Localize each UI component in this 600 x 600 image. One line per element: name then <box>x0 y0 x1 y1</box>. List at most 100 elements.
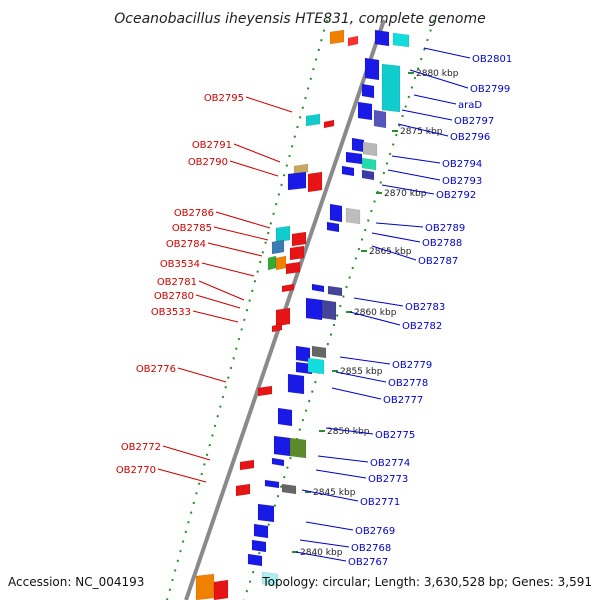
reverse-gene-block[interactable] <box>287 171 307 191</box>
forward-gene-label[interactable]: OB2788 <box>422 238 462 249</box>
reverse-gene-block[interactable] <box>307 171 323 193</box>
forward-gene-block[interactable] <box>329 203 343 223</box>
reverse-gene-label[interactable]: OB2790 <box>188 157 228 168</box>
forward-gene-block[interactable] <box>253 523 269 539</box>
reverse-gene-block[interactable] <box>293 163 309 175</box>
forward-gene-block[interactable] <box>321 299 337 321</box>
forward-gene-label[interactable]: OB2789 <box>425 223 465 234</box>
reverse-gene-block[interactable] <box>213 579 229 600</box>
forward-gene-block[interactable] <box>381 63 401 113</box>
forward-gene-label[interactable]: OB2779 <box>392 360 432 371</box>
reverse-gene-block[interactable] <box>275 307 291 327</box>
forward-gene-block[interactable] <box>326 221 340 233</box>
reverse-gene-label[interactable]: OB2784 <box>166 239 206 250</box>
forward-gene-block[interactable] <box>247 553 263 567</box>
reverse-gene-block[interactable] <box>195 573 215 600</box>
reverse-gene-label[interactable]: OB2781 <box>157 277 197 288</box>
forward-gene-label[interactable]: OB2767 <box>348 557 388 568</box>
forward-gene-block[interactable] <box>271 457 285 467</box>
reverse-gene-label[interactable]: OB3533 <box>151 307 191 318</box>
reverse-gene-block[interactable] <box>271 239 285 255</box>
forward-label-leader <box>299 539 350 548</box>
reverse-label-leader <box>207 242 263 257</box>
reverse-gene-label[interactable]: OB2770 <box>116 465 156 476</box>
forward-gene-label[interactable]: OB2778 <box>388 378 428 389</box>
forward-gene-block[interactable] <box>345 151 363 165</box>
reverse-gene-label[interactable]: OB3534 <box>160 259 200 270</box>
forward-gene-label[interactable]: OB2787 <box>418 256 458 267</box>
forward-gene-label[interactable]: OB2769 <box>355 526 395 537</box>
reverse-gene-block[interactable] <box>285 261 301 275</box>
forward-label-leader <box>295 551 347 562</box>
forward-gene-block[interactable] <box>392 32 410 48</box>
forward-gene-block[interactable] <box>345 207 361 225</box>
reverse-label-leader <box>215 211 271 229</box>
reverse-gene-label[interactable]: OB2786 <box>174 208 214 219</box>
forward-gene-label[interactable]: OB2796 <box>450 132 490 143</box>
forward-gene-label[interactable]: OB2782 <box>402 321 442 332</box>
forward-gene-block[interactable] <box>289 437 307 459</box>
forward-gene-block[interactable] <box>251 539 267 553</box>
forward-gene-label[interactable]: OB2771 <box>360 497 400 508</box>
forward-gene-block[interactable] <box>361 169 375 181</box>
reverse-gene-block[interactable] <box>291 231 307 247</box>
forward-label-leader <box>375 222 424 228</box>
reverse-gene-block[interactable] <box>275 255 287 271</box>
reverse-gene-label[interactable]: OB2785 <box>172 223 212 234</box>
forward-gene-label[interactable]: OB2768 <box>351 543 391 554</box>
reverse-gene-block[interactable] <box>323 119 335 129</box>
forward-gene-label[interactable]: OB2794 <box>442 159 482 170</box>
forward-gene-block[interactable] <box>364 57 380 81</box>
forward-gene-label[interactable]: OB2792 <box>436 190 476 201</box>
reverse-gene-block[interactable] <box>257 385 273 397</box>
forward-gene-block[interactable] <box>305 297 323 321</box>
forward-gene-block[interactable] <box>341 165 355 177</box>
forward-gene-label[interactable]: OB2775 <box>375 430 415 441</box>
forward-gene-block[interactable] <box>273 435 291 457</box>
reverse-gene-block[interactable] <box>267 255 277 271</box>
forward-gene-block[interactable] <box>357 101 373 121</box>
reverse-gene-block[interactable] <box>347 35 359 47</box>
reverse-gene-label[interactable]: OB2795 <box>204 93 244 104</box>
forward-gene-block[interactable] <box>307 357 325 375</box>
forward-gene-label[interactable]: OB2797 <box>454 116 494 127</box>
forward-gene-block[interactable] <box>361 157 377 171</box>
reverse-gene-label[interactable]: OB2776 <box>136 364 176 375</box>
forward-gene-block[interactable] <box>362 141 378 157</box>
forward-gene-label[interactable]: OB2774 <box>370 458 410 469</box>
forward-gene-block[interactable] <box>281 483 297 495</box>
forward-label-leader <box>335 371 387 383</box>
reverse-gene-block[interactable] <box>281 283 295 293</box>
forward-gene-block[interactable] <box>374 29 390 47</box>
reverse-gene-block[interactable] <box>235 483 251 497</box>
forward-gene-block[interactable] <box>373 109 387 129</box>
forward-gene-block[interactable] <box>257 503 275 523</box>
forward-gene-block[interactable] <box>311 283 325 293</box>
forward-gene-label[interactable]: araD <box>458 100 482 111</box>
forward-gene-label[interactable]: OB2773 <box>368 474 408 485</box>
forward-gene-block[interactable] <box>351 137 365 153</box>
reverse-gene-label[interactable]: OB2780 <box>154 291 194 302</box>
forward-gene-block[interactable] <box>261 571 279 587</box>
reverse-gene-block[interactable] <box>271 323 283 333</box>
forward-gene-block[interactable] <box>361 83 375 99</box>
reverse-gene-block[interactable] <box>329 29 345 45</box>
forward-gene-label[interactable]: OB2783 <box>405 302 445 313</box>
reverse-gene-block[interactable] <box>275 225 291 243</box>
forward-gene-label[interactable]: OB2801 <box>472 54 512 65</box>
forward-gene-label[interactable]: OB2799 <box>470 84 510 95</box>
forward-label-leader <box>305 521 354 531</box>
reverse-gene-label[interactable]: OB2791 <box>192 140 232 151</box>
reverse-gene-label[interactable]: OB2772 <box>121 442 161 453</box>
forward-gene-block[interactable] <box>287 373 305 395</box>
forward-gene-block[interactable] <box>277 407 293 427</box>
forward-gene-block[interactable] <box>311 345 327 359</box>
reverse-gene-block[interactable] <box>239 459 255 471</box>
forward-gene-label[interactable]: OB2777 <box>383 395 423 406</box>
forward-gene-block[interactable] <box>327 285 343 297</box>
reverse-gene-block[interactable] <box>289 245 305 261</box>
reverse-gene-block[interactable] <box>305 113 321 127</box>
forward-gene-label[interactable]: OB2793 <box>442 176 482 187</box>
forward-gene-block[interactable] <box>264 479 280 489</box>
